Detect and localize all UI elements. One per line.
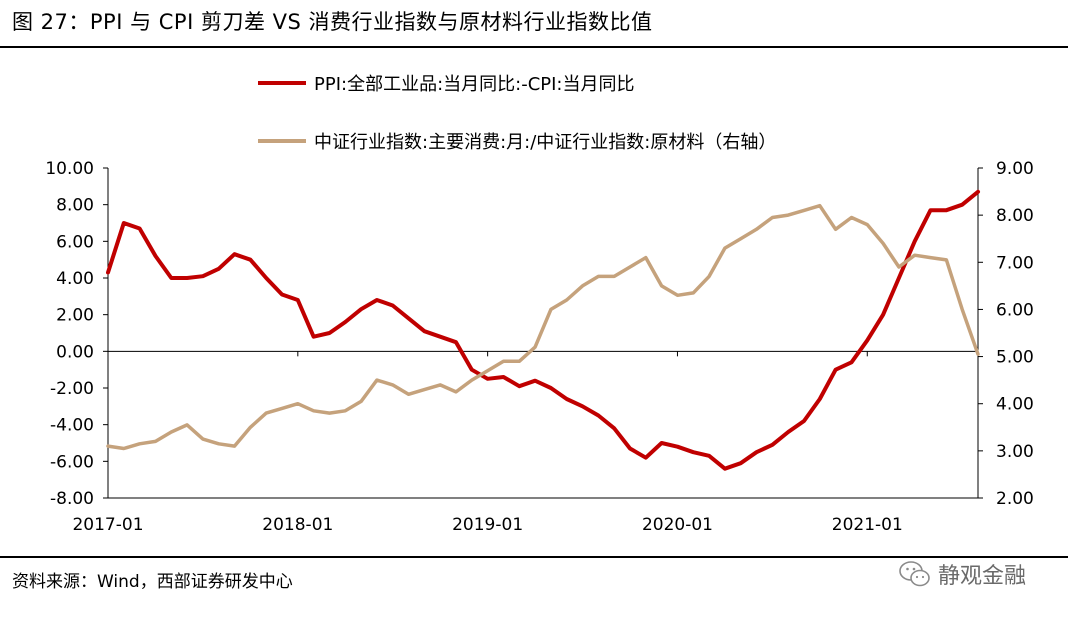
bottom-rule xyxy=(0,556,1068,558)
right-tick-label: 7.00 xyxy=(996,253,1034,273)
x-tick-label: 2020-01 xyxy=(642,515,713,535)
right-tick-label: 6.00 xyxy=(996,300,1034,320)
figure-title: 图 27：PPI 与 CPI 剪刀差 VS 消费行业指数与原材料行业指数比值 xyxy=(12,10,653,34)
legend-label-ratio: 中证行业指数:主要消费:月:/中证行业指数:原材料（右轴） xyxy=(314,132,777,153)
wechat-icon xyxy=(899,561,930,587)
left-tick-label: 8.00 xyxy=(56,196,94,216)
left-tick-label: 6.00 xyxy=(56,232,94,252)
left-tick-label: -2.00 xyxy=(50,379,94,399)
legend-label-ppi-cpi: PPI:全部工业品:当月同比:-CPI:当月同比 xyxy=(314,74,635,95)
series-line-ppi-cpi xyxy=(106,189,980,471)
top-rule xyxy=(0,46,1068,48)
right-tick-label: 5.00 xyxy=(996,348,1034,368)
watermark: 静观金融 xyxy=(898,558,1026,590)
legend-swatch-red xyxy=(258,81,306,85)
x-tick-label: 2017-01 xyxy=(72,515,143,535)
left-tick-label: 2.00 xyxy=(56,306,94,326)
left-tick-label: -8.00 xyxy=(50,489,94,509)
left-tick-label: 10.00 xyxy=(45,159,94,179)
right-tick-label: 9.00 xyxy=(996,159,1034,179)
legend-item-ppi-cpi: PPI:全部工业品:当月同比:-CPI:当月同比 xyxy=(258,70,635,96)
left-tick-label: 4.00 xyxy=(56,269,94,289)
right-tick-label: 3.00 xyxy=(996,442,1034,462)
legend-swatch-tan xyxy=(258,139,306,143)
series-line-ratio xyxy=(106,203,980,451)
right-tick-label: 4.00 xyxy=(996,395,1034,415)
x-tick-label: 2019-01 xyxy=(452,515,523,535)
right-tick-label: 2.00 xyxy=(996,489,1034,509)
legend-item-ratio: 中证行业指数:主要消费:月:/中证行业指数:原材料（右轴） xyxy=(258,128,776,154)
watermark-label: 静观金融 xyxy=(938,564,1027,589)
source-note: 资料来源：Wind，西部证券研发中心 xyxy=(12,572,293,592)
left-tick-label: -6.00 xyxy=(50,452,94,472)
x-tick-label: 2018-01 xyxy=(262,515,333,535)
left-tick-label: 0.00 xyxy=(56,342,94,362)
right-tick-label: 8.00 xyxy=(996,206,1034,226)
left-tick-label: -4.00 xyxy=(50,416,94,436)
x-tick-label: 2021-01 xyxy=(832,515,903,535)
